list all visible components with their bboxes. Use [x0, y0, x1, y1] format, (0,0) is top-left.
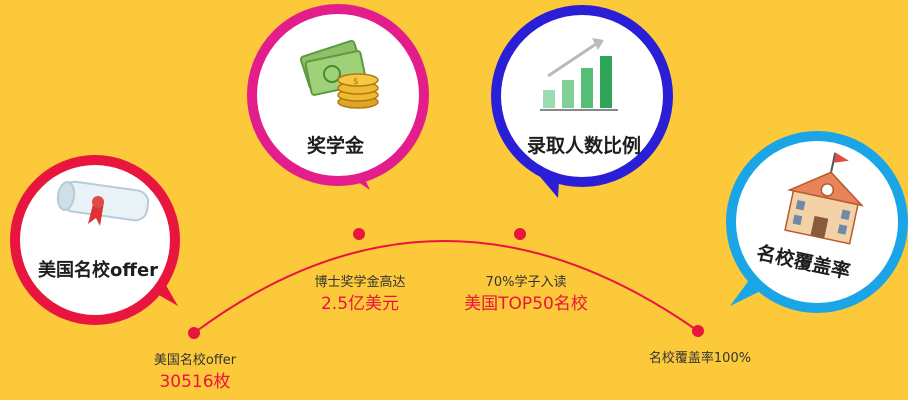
offer-bubble-label: 美国名校offer [38, 260, 159, 281]
scholarship-bubble-label: 奖学金 [307, 135, 365, 157]
stat-admission-caption: 70%学子入读 [485, 275, 567, 290]
stat-admission: 70%学子入读 美国TOP50名校 [446, 274, 606, 316]
scholarship-bubble: $ [247, 4, 429, 190]
timeline-dot-4 [692, 325, 704, 337]
stat-offer-value: 30516枚 [159, 372, 231, 392]
coverage-bubble [726, 131, 908, 313]
stat-scholarship: 博士奖学金高达 2.5亿美元 [285, 274, 435, 316]
money-coins-icon: $ [299, 39, 379, 109]
stat-coverage: 名校覆盖率100% [625, 350, 775, 368]
school-building-icon [784, 152, 865, 245]
stat-offer-caption: 美国名校offer [153, 353, 237, 368]
stat-admission-value: 美国TOP50名校 [464, 294, 588, 314]
stat-coverage-caption: 名校覆盖率100% [648, 351, 752, 366]
stat-scholarship-caption: 博士奖学金高达 [314, 275, 406, 290]
bar-growth-icon [540, 38, 618, 111]
stat-offer: 美国名校offer 30516枚 [120, 352, 270, 394]
diploma-icon [56, 180, 150, 226]
timeline-dot-2 [353, 228, 365, 240]
timeline-arc [193, 240, 699, 334]
offer-bubble [10, 155, 180, 325]
admission-bubble-label: 录取人数比例 [527, 135, 642, 157]
timeline-dot-1 [188, 327, 200, 339]
stat-scholarship-value: 2.5亿美元 [320, 294, 400, 314]
admission-bubble [491, 5, 673, 198]
timeline-dot-3 [514, 228, 526, 240]
svg-text:$: $ [353, 77, 359, 87]
